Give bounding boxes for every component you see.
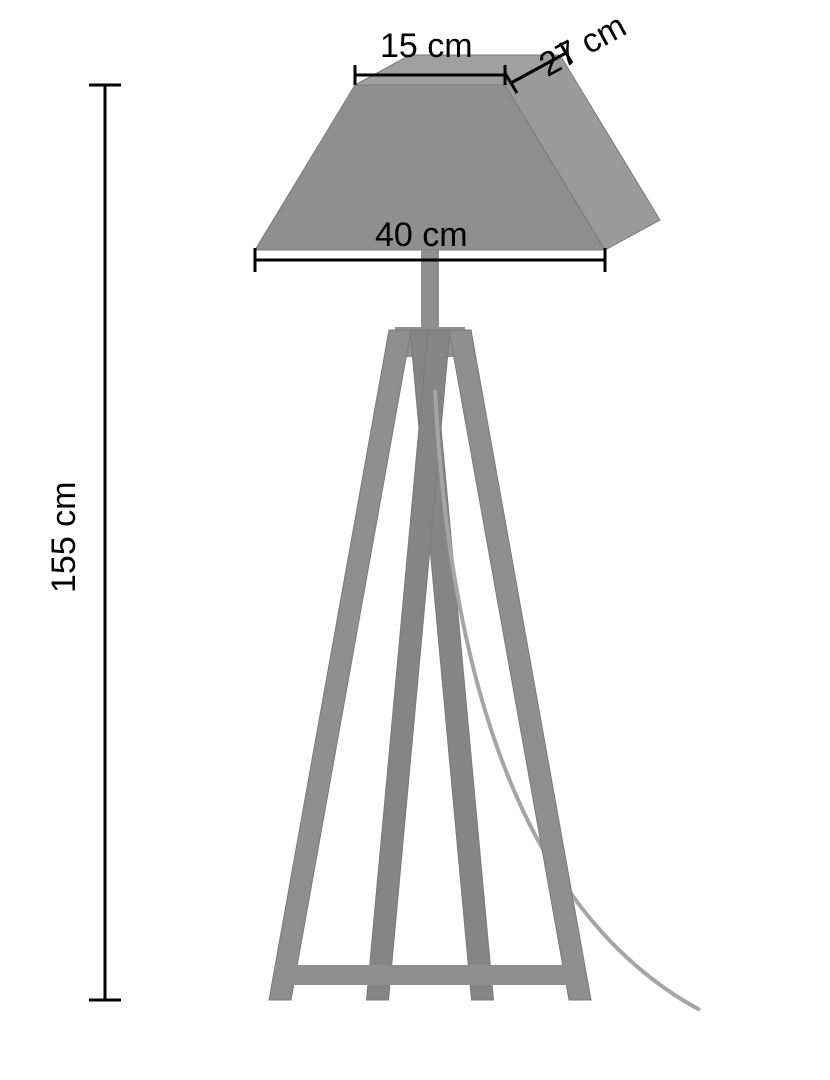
- dim-shade-top-label: 15 cm: [380, 27, 473, 66]
- diagram-svg: [0, 0, 830, 1080]
- dim-shade-bottom-label: 40 cm: [375, 216, 468, 255]
- dim-height-label: 155 cm: [45, 481, 84, 593]
- dimension-diagram: 155 cm 15 cm 40 cm 27 cm: [0, 0, 830, 1080]
